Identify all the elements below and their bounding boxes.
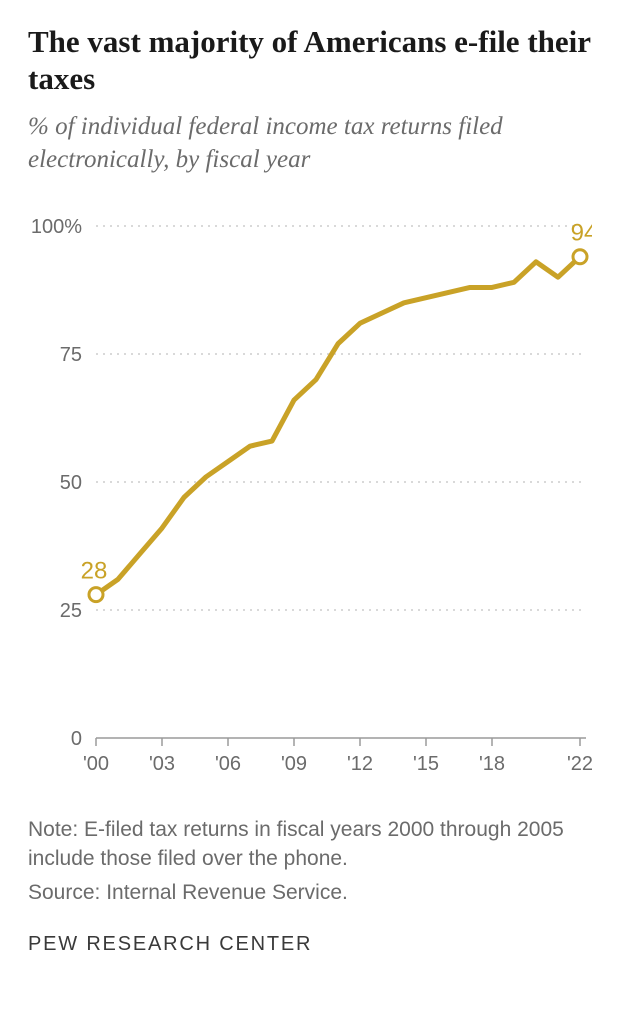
y-tick-label: 0 [71,728,82,750]
chart-title: The vast majority of Americans e-file th… [28,24,592,97]
start-marker [89,588,103,602]
x-tick-label: '12 [347,753,373,775]
x-tick-label: '06 [215,753,241,775]
x-tick-label: '15 [413,753,439,775]
x-tick-label: '18 [479,753,505,775]
chart-subtitle: % of individual federal income tax retur… [28,111,592,176]
end-marker [573,250,587,264]
y-tick-label: 100% [31,216,82,238]
start-label: 28 [81,558,108,585]
x-tick-label: '22 [567,753,592,775]
chart-source: Source: Internal Revenue Service. [28,879,592,907]
attribution: PEW RESEARCH CENTER [28,933,592,956]
y-tick-label: 75 [60,344,82,366]
y-tick-label: 25 [60,600,82,622]
x-tick-label: '09 [281,753,307,775]
x-tick-label: '00 [83,753,109,775]
chart-container: 0 25 50 75 100% '00 '03 '06 '09 '12 '15 '18 '22 28 94 [28,198,592,798]
y-tick-label: 50 [60,472,82,494]
chart-note: Note: E-filed tax returns in fiscal year… [28,816,592,873]
end-label: 94 [571,220,592,247]
data-line [96,257,580,595]
x-tick-label: '03 [149,753,175,775]
line-chart: 0 25 50 75 100% '00 '03 '06 '09 '12 '15 '18 '22 28 94 [28,198,592,798]
